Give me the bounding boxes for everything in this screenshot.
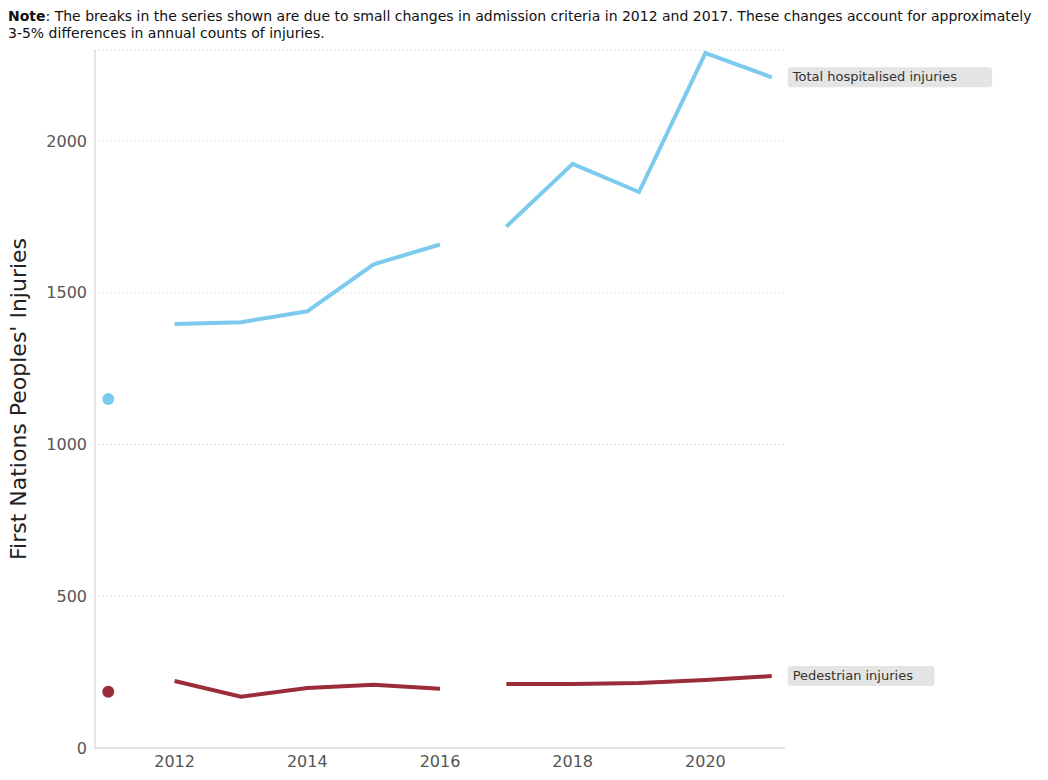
svg-text:2014: 2014 <box>287 752 328 771</box>
svg-text:2012: 2012 <box>154 752 195 771</box>
svg-text:2020: 2020 <box>685 752 726 771</box>
svg-text:Pedestrian injuries: Pedestrian injuries <box>793 668 913 683</box>
svg-text:1500: 1500 <box>46 283 87 302</box>
svg-text:1000: 1000 <box>46 435 87 454</box>
svg-text:0: 0 <box>77 739 87 758</box>
svg-text:500: 500 <box>56 587 87 606</box>
svg-text:2016: 2016 <box>420 752 461 771</box>
svg-text:2000: 2000 <box>46 132 87 151</box>
svg-text:2018: 2018 <box>552 752 593 771</box>
svg-text:First Nations Peoples' Injurie: First Nations Peoples' Injuries <box>8 238 31 560</box>
html-text:Note: The breaks in the series: Note: The breaks in the series shown are… <box>8 8 1032 41</box>
svg-text:Total hospitalised injuries: Total hospitalised injuries <box>792 69 957 84</box>
